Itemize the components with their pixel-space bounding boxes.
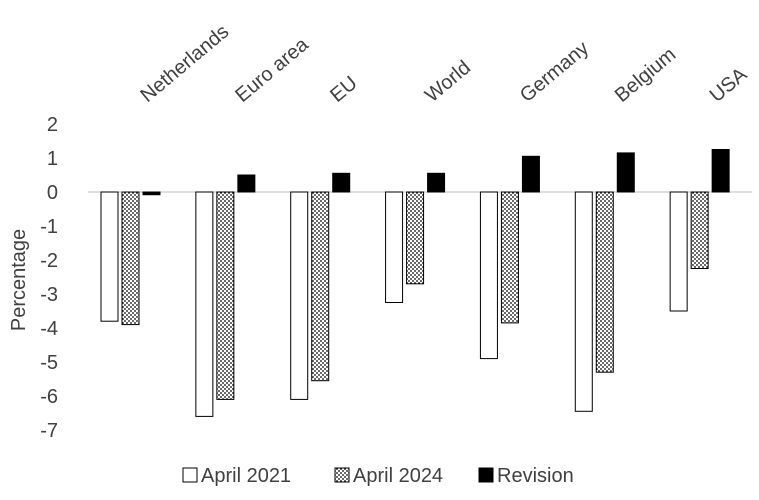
category-label: Belgium <box>611 44 681 107</box>
bar-usa-april-2024 <box>690 191 709 269</box>
bar-netherlands-revision <box>142 191 161 196</box>
legend-label: April 2024 <box>353 465 443 487</box>
bar-belgium-april-2024 <box>595 191 614 373</box>
bars <box>100 149 730 417</box>
bar-usa-revision <box>711 149 730 193</box>
category-label: World <box>421 57 475 107</box>
y-tick-label: -7 <box>40 420 58 442</box>
bar-belgium-april-2021 <box>574 191 593 412</box>
legend-swatch <box>334 467 350 483</box>
y-axis-title: Percentage <box>8 229 30 331</box>
bar-euro-area-revision <box>237 174 256 193</box>
category-label: Netherlands <box>137 21 234 107</box>
category-label: USA <box>706 63 752 107</box>
y-tick-label: 0 <box>47 182 58 204</box>
y-tick-label: 2 <box>47 114 58 136</box>
bar-belgium-revision <box>616 152 635 193</box>
category-label: Germany <box>516 37 593 107</box>
bar-usa-april-2021 <box>669 191 688 312</box>
bar-germany-april-2024 <box>500 191 519 324</box>
bar-world-april-2024 <box>406 191 425 285</box>
category-label: EU <box>326 72 361 107</box>
y-tick-label: -1 <box>40 216 58 238</box>
y-tick-label: -4 <box>40 318 58 340</box>
legend-label: April 2021 <box>201 465 291 487</box>
y-axis-ticks: 2 1 0 -1 -2 -3 -4 -5 -6 -7 <box>40 114 58 442</box>
bar-world-revision <box>427 172 446 193</box>
bar-eu-april-2021 <box>290 191 309 400</box>
bar-world-april-2021 <box>385 191 404 303</box>
legend: April 2021 April 2024 Revision <box>182 465 574 487</box>
bar-euro-area-april-2024 <box>216 191 235 400</box>
legend-swatch <box>182 467 198 483</box>
bar-euro-area-april-2021 <box>195 191 214 417</box>
bar-netherlands-april-2021 <box>100 191 119 322</box>
bar-eu-revision <box>332 172 351 193</box>
y-tick-label: -6 <box>40 386 58 408</box>
bar-germany-revision <box>521 155 540 193</box>
y-tick-label: -2 <box>40 250 58 272</box>
category-label: Euro area <box>231 33 313 107</box>
bar-eu-april-2024 <box>311 191 330 382</box>
bar-netherlands-april-2024 <box>121 191 140 326</box>
legend-label: Revision <box>497 465 574 487</box>
bar-germany-april-2021 <box>479 191 498 360</box>
y-tick-label: -3 <box>40 284 58 306</box>
y-tick-label: 1 <box>47 148 58 170</box>
y-tick-label: -5 <box>40 352 58 374</box>
legend-swatch <box>478 467 494 483</box>
